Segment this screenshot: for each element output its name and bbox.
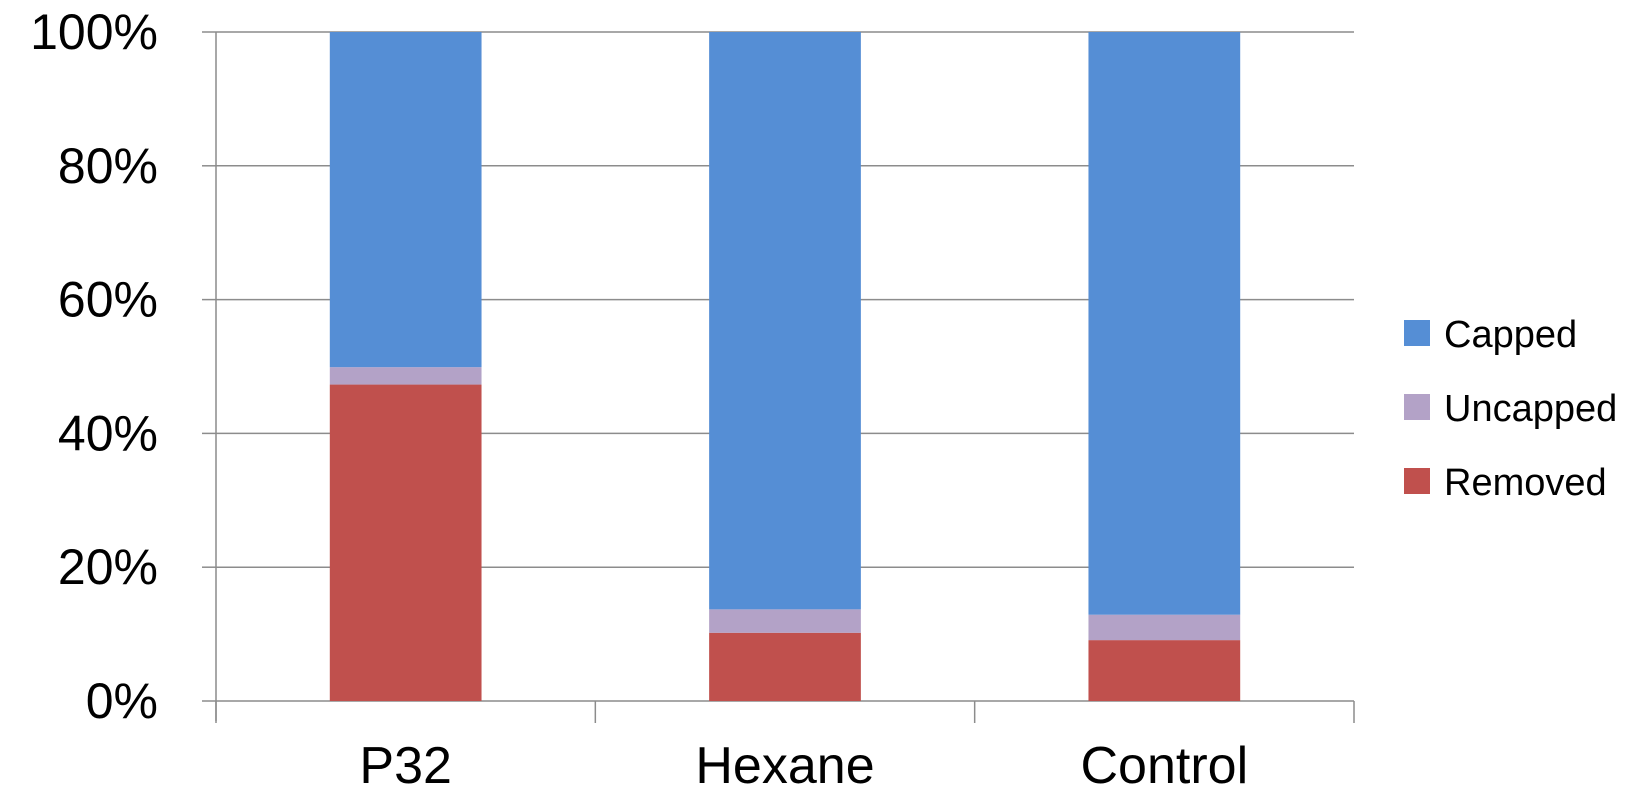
bar-removed-control (1088, 640, 1241, 701)
legend-label-capped: Capped (1444, 314, 1577, 356)
bars (329, 32, 1241, 701)
legend: Capped Uncapped Removed (1404, 314, 1617, 504)
y-tick-label: 20% (58, 539, 158, 595)
y-tick-label: 60% (58, 272, 158, 328)
bar-uncapped-control (1088, 614, 1241, 641)
y-tick-label: 100% (30, 4, 158, 60)
legend-label-uncapped: Uncapped (1444, 388, 1617, 430)
bar-uncapped-hexane (709, 609, 861, 633)
bar-capped-control (1088, 32, 1241, 615)
x-axis-category-labels: P32 Hexane Control (359, 737, 1248, 795)
bar-removed-p32 (329, 384, 482, 701)
bar-uncapped-p32 (329, 367, 482, 385)
bar-removed-hexane (709, 632, 861, 701)
legend-swatch-uncapped (1404, 394, 1430, 420)
y-tick-label: 40% (58, 405, 158, 461)
bar-capped-hexane (709, 32, 861, 610)
legend-swatch-removed (1404, 468, 1430, 494)
legend-swatch-capped (1404, 320, 1430, 346)
x-category-label: Control (1081, 737, 1249, 795)
legend-label-removed: Removed (1444, 462, 1607, 504)
x-category-label: P32 (359, 737, 452, 795)
x-category-label: Hexane (695, 737, 874, 795)
y-tick-label: 80% (58, 138, 158, 194)
y-axis-tick-labels: 0% 20% 40% 60% 80% 100% (30, 4, 158, 729)
bar-capped-p32 (329, 32, 482, 368)
y-tick-label: 0% (86, 673, 158, 729)
